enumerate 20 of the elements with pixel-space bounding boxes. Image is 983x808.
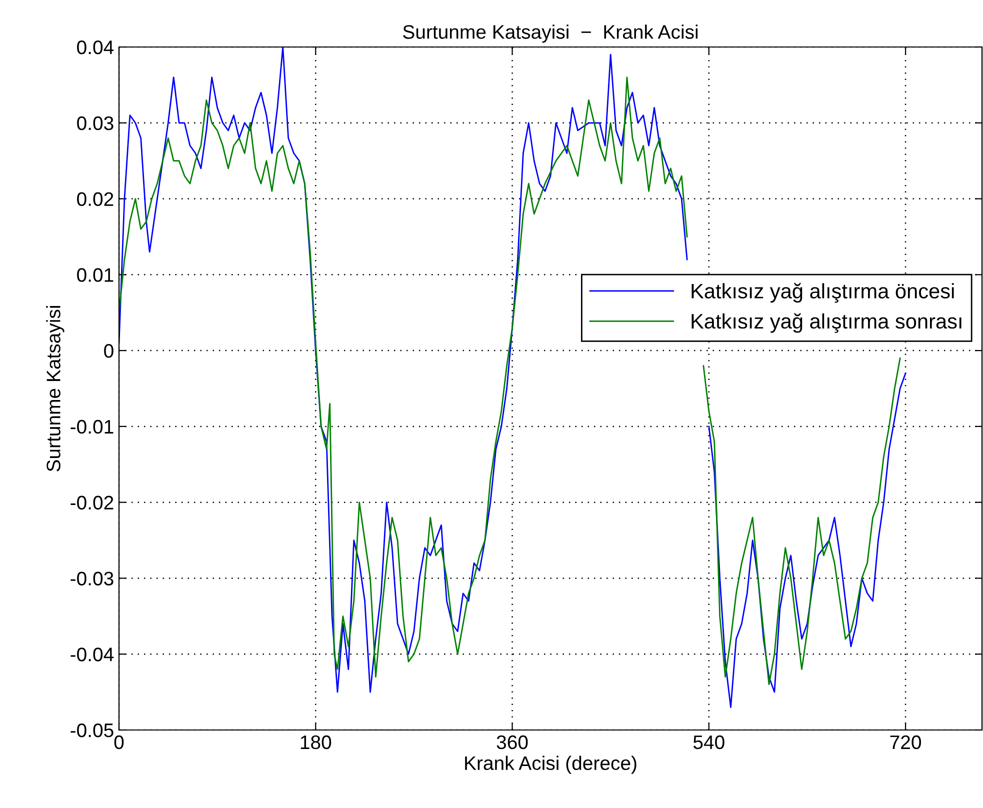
x-tick-label: 360: [496, 735, 528, 750]
y-tick-label: 0.02: [77, 192, 114, 206]
x-tick-label: 720: [890, 735, 921, 750]
y-tick-label: -0.03: [70, 572, 114, 586]
x-tick-label: 540: [693, 735, 724, 750]
y-tick-label: -0.02: [70, 496, 114, 510]
y-tick-label: -0.05: [70, 723, 114, 738]
y-tick-label: 0: [104, 344, 114, 358]
chart-title: Surtunme Katsayisi − Krank Acisi: [403, 24, 698, 43]
y-tick-label: 0.01: [77, 268, 114, 282]
y-tick-label: 0.03: [77, 116, 114, 130]
legend-label: Katkısız yağ alıştırma sonrası: [692, 313, 962, 333]
y-tick-label: -0.04: [70, 648, 114, 662]
x-tick-label: 180: [300, 735, 332, 750]
x-tick-label: 0: [114, 735, 124, 750]
y-tick-label: 0.04: [77, 40, 114, 54]
legend-label: Katkısız yağ alıştırma öncesi: [692, 282, 954, 303]
y-axis-title: Surtunme Katsayisi: [46, 306, 64, 472]
x-axis-title: Krank Acisi (derece): [465, 756, 636, 774]
y-tick-label: -0.01: [70, 420, 114, 434]
